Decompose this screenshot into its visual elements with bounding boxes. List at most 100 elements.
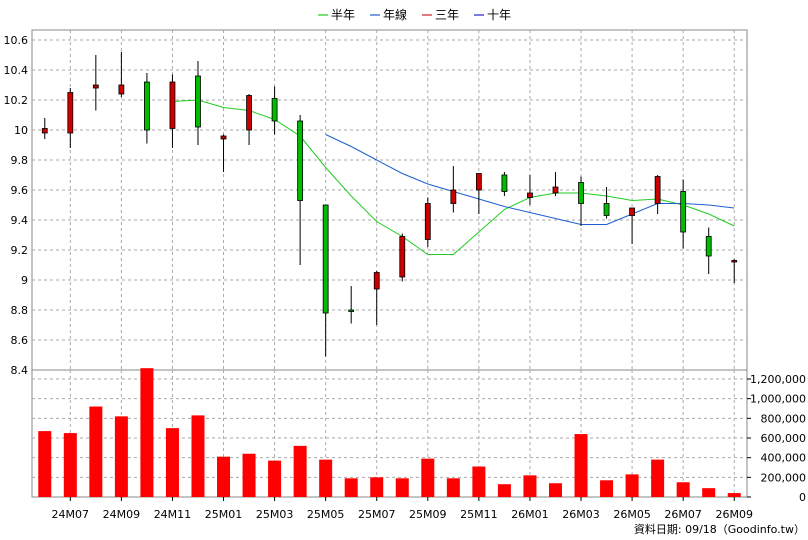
volume-bar [165, 428, 179, 497]
legend-label: 半年 [331, 8, 355, 22]
volume-bar [242, 453, 256, 497]
volume-bar [421, 458, 435, 497]
candle-body [348, 309, 355, 312]
price-tick-label: 10.2 [4, 94, 29, 107]
price-tick-label: 10.4 [4, 64, 29, 77]
candle-body [501, 174, 508, 192]
candle-body [629, 207, 635, 216]
price-tick-label: 9.8 [11, 154, 29, 167]
x-tick-label: 26M05 [613, 508, 651, 521]
volume-bar [319, 459, 333, 497]
volume-bar [293, 445, 307, 497]
volume-bar [472, 466, 486, 497]
candle-body [552, 186, 559, 194]
volume-bar [625, 474, 639, 497]
x-tick-label: 26M03 [562, 508, 600, 521]
x-tick-label: 25M09 [409, 508, 447, 521]
candle-body [144, 81, 150, 131]
moving-average-lines [172, 99, 735, 255]
volume-bar [727, 493, 741, 497]
data-date-footer: 資料日期: 09/18（Goodinfo.tw） [634, 522, 805, 536]
volume-panel: 1,200,000 1,000,000 800,000 600,000 400,000 2… [31, 368, 806, 504]
x-tick-label: 24M11 [154, 508, 192, 521]
volume-bar [140, 368, 154, 497]
candle-body [578, 182, 584, 204]
volume-bar [191, 415, 205, 497]
price-tick-label: 8.4 [11, 364, 29, 377]
x-tick-label: 25M05 [307, 508, 345, 521]
candle-body [731, 260, 738, 263]
candle-body [41, 128, 48, 134]
candle-body [424, 203, 431, 240]
candle-body [527, 192, 533, 198]
volume-bar [523, 475, 537, 497]
candle-body [67, 92, 74, 134]
candle-body [680, 191, 687, 233]
volume-tick-label: 800,000 [761, 412, 807, 425]
volume-bar [395, 478, 409, 497]
price-tick-label: 10 [14, 124, 28, 137]
candle-body [246, 95, 252, 131]
volume-tick-label: 200,000 [761, 471, 807, 484]
candle-body [271, 98, 278, 122]
volume-bar [217, 456, 231, 497]
x-tick-label: 26M01 [511, 508, 549, 521]
volume-tick-label: 600,000 [761, 432, 807, 445]
legend-label: 三年 [435, 8, 459, 22]
volume-bar [574, 434, 588, 497]
volume-bar [268, 460, 282, 497]
price-tick-label: 9 [21, 274, 28, 287]
x-axis: 24M07 24M09 24M11 25M01 25M03 25M05 25M07 25M09… [52, 497, 753, 521]
x-tick-label: 24M09 [103, 508, 141, 521]
volume-bar [676, 482, 690, 497]
candle-body [169, 81, 176, 129]
legend-label: 年線 [383, 7, 407, 22]
candle-body [373, 272, 380, 290]
volume-plot-area [31, 369, 748, 498]
volume-bar [344, 478, 358, 497]
candle-body [118, 84, 125, 95]
volume-bar [38, 431, 52, 497]
chart-legend: 半年 年線 三年 十年 [318, 7, 511, 22]
candle-body [603, 203, 610, 216]
x-tick-label: 26M07 [664, 508, 702, 521]
volume-axis: 1,200,000 1,000,000 800,000 600,000 400,000 2… [747, 373, 806, 504]
x-tick-label: 25M11 [460, 508, 498, 521]
volume-bar [63, 433, 77, 497]
volume-bar [651, 459, 665, 497]
volume-bar [702, 488, 716, 497]
candle-body [322, 204, 329, 314]
price-axis: 10.6 10.4 10.2 10 9.8 9.6 9.4 9.2 9 8.8 8.6 8.4 [4, 34, 29, 377]
candle-body [195, 75, 201, 128]
legend-label: 十年 [487, 8, 511, 22]
volume-bar [89, 406, 103, 497]
price-panel: 10.6 10.4 10.2 10 9.8 9.6 9.4 9.2 9 8.8 8.6 8.4 [4, 29, 748, 377]
volume-bar [446, 478, 460, 497]
x-tick-label: 24M07 [52, 508, 90, 521]
volume-bar [370, 477, 384, 497]
price-tick-label: 9.2 [11, 244, 29, 257]
price-tick-label: 9.4 [11, 214, 29, 227]
volume-tick-label: 1,000,000 [750, 393, 806, 406]
volume-tick-label: 0 [799, 491, 806, 504]
candle-body [654, 176, 661, 204]
candle-body [399, 236, 406, 278]
volume-grid [32, 370, 747, 497]
x-tick-label: 25M07 [358, 508, 396, 521]
x-tick-label: 26M09 [715, 508, 753, 521]
candle-body [705, 236, 712, 257]
candle-body [475, 173, 482, 191]
price-tick-label: 8.8 [11, 304, 29, 317]
price-tick-label: 10.6 [4, 34, 29, 47]
candle-body [92, 84, 99, 89]
candle-body [220, 135, 227, 140]
candlesticks [41, 52, 738, 357]
volume-bar [497, 484, 511, 497]
price-tick-label: 9.6 [11, 184, 29, 197]
half-year-ma-line [172, 99, 735, 255]
price-tick-label: 8.6 [11, 334, 29, 347]
annual-ma-line [325, 134, 735, 225]
volume-tick-label: 1,200,000 [750, 373, 806, 386]
volume-bars [38, 368, 741, 497]
